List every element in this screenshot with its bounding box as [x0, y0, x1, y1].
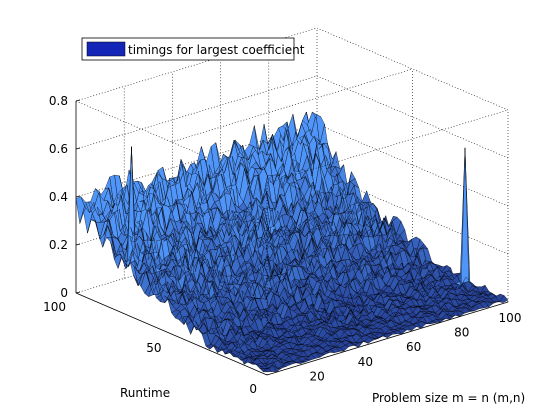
x-tick-label: 60	[406, 340, 421, 354]
y-axis-label: Runtime	[120, 386, 170, 400]
z-tick-label: 0	[60, 286, 68, 300]
x-tick-label: 100	[499, 311, 522, 325]
legend: timings for largest coefficient	[81, 37, 305, 61]
x-axis-line	[266, 301, 509, 376]
x-axis-label: Problem size m = n (m,n)	[372, 391, 525, 405]
legend-box	[81, 37, 295, 61]
y-tick-label: 100	[43, 300, 66, 314]
z-tick-label: 0.8	[49, 94, 68, 108]
surface-patch	[361, 190, 371, 203]
legend-swatch	[86, 41, 126, 57]
z-tick-label: 0.2	[49, 238, 68, 252]
grid-top-right	[316, 27, 509, 111]
back-grid	[75, 27, 509, 303]
legend-label: timings for largest coefficient	[128, 43, 305, 57]
z-tick-mark	[75, 195, 81, 198]
z-tick-mark	[75, 243, 81, 246]
z-tick-mark	[75, 291, 81, 294]
x-tick-label: 20	[310, 369, 325, 383]
y-tick-label: 0	[249, 382, 257, 396]
z-tick-label: 0.4	[49, 190, 68, 204]
z-tick-mark	[75, 99, 81, 102]
y-axis-line	[75, 292, 268, 376]
x-tick-label: 40	[358, 355, 373, 369]
front-grid	[266, 109, 509, 375]
x-tick-label: 80	[454, 326, 469, 340]
y-tick-label: 50	[146, 341, 161, 355]
surface-patch	[499, 295, 509, 303]
surface-mesh	[75, 111, 509, 373]
z-tick-label: 0.6	[49, 142, 68, 156]
z-tick-mark	[75, 147, 81, 150]
